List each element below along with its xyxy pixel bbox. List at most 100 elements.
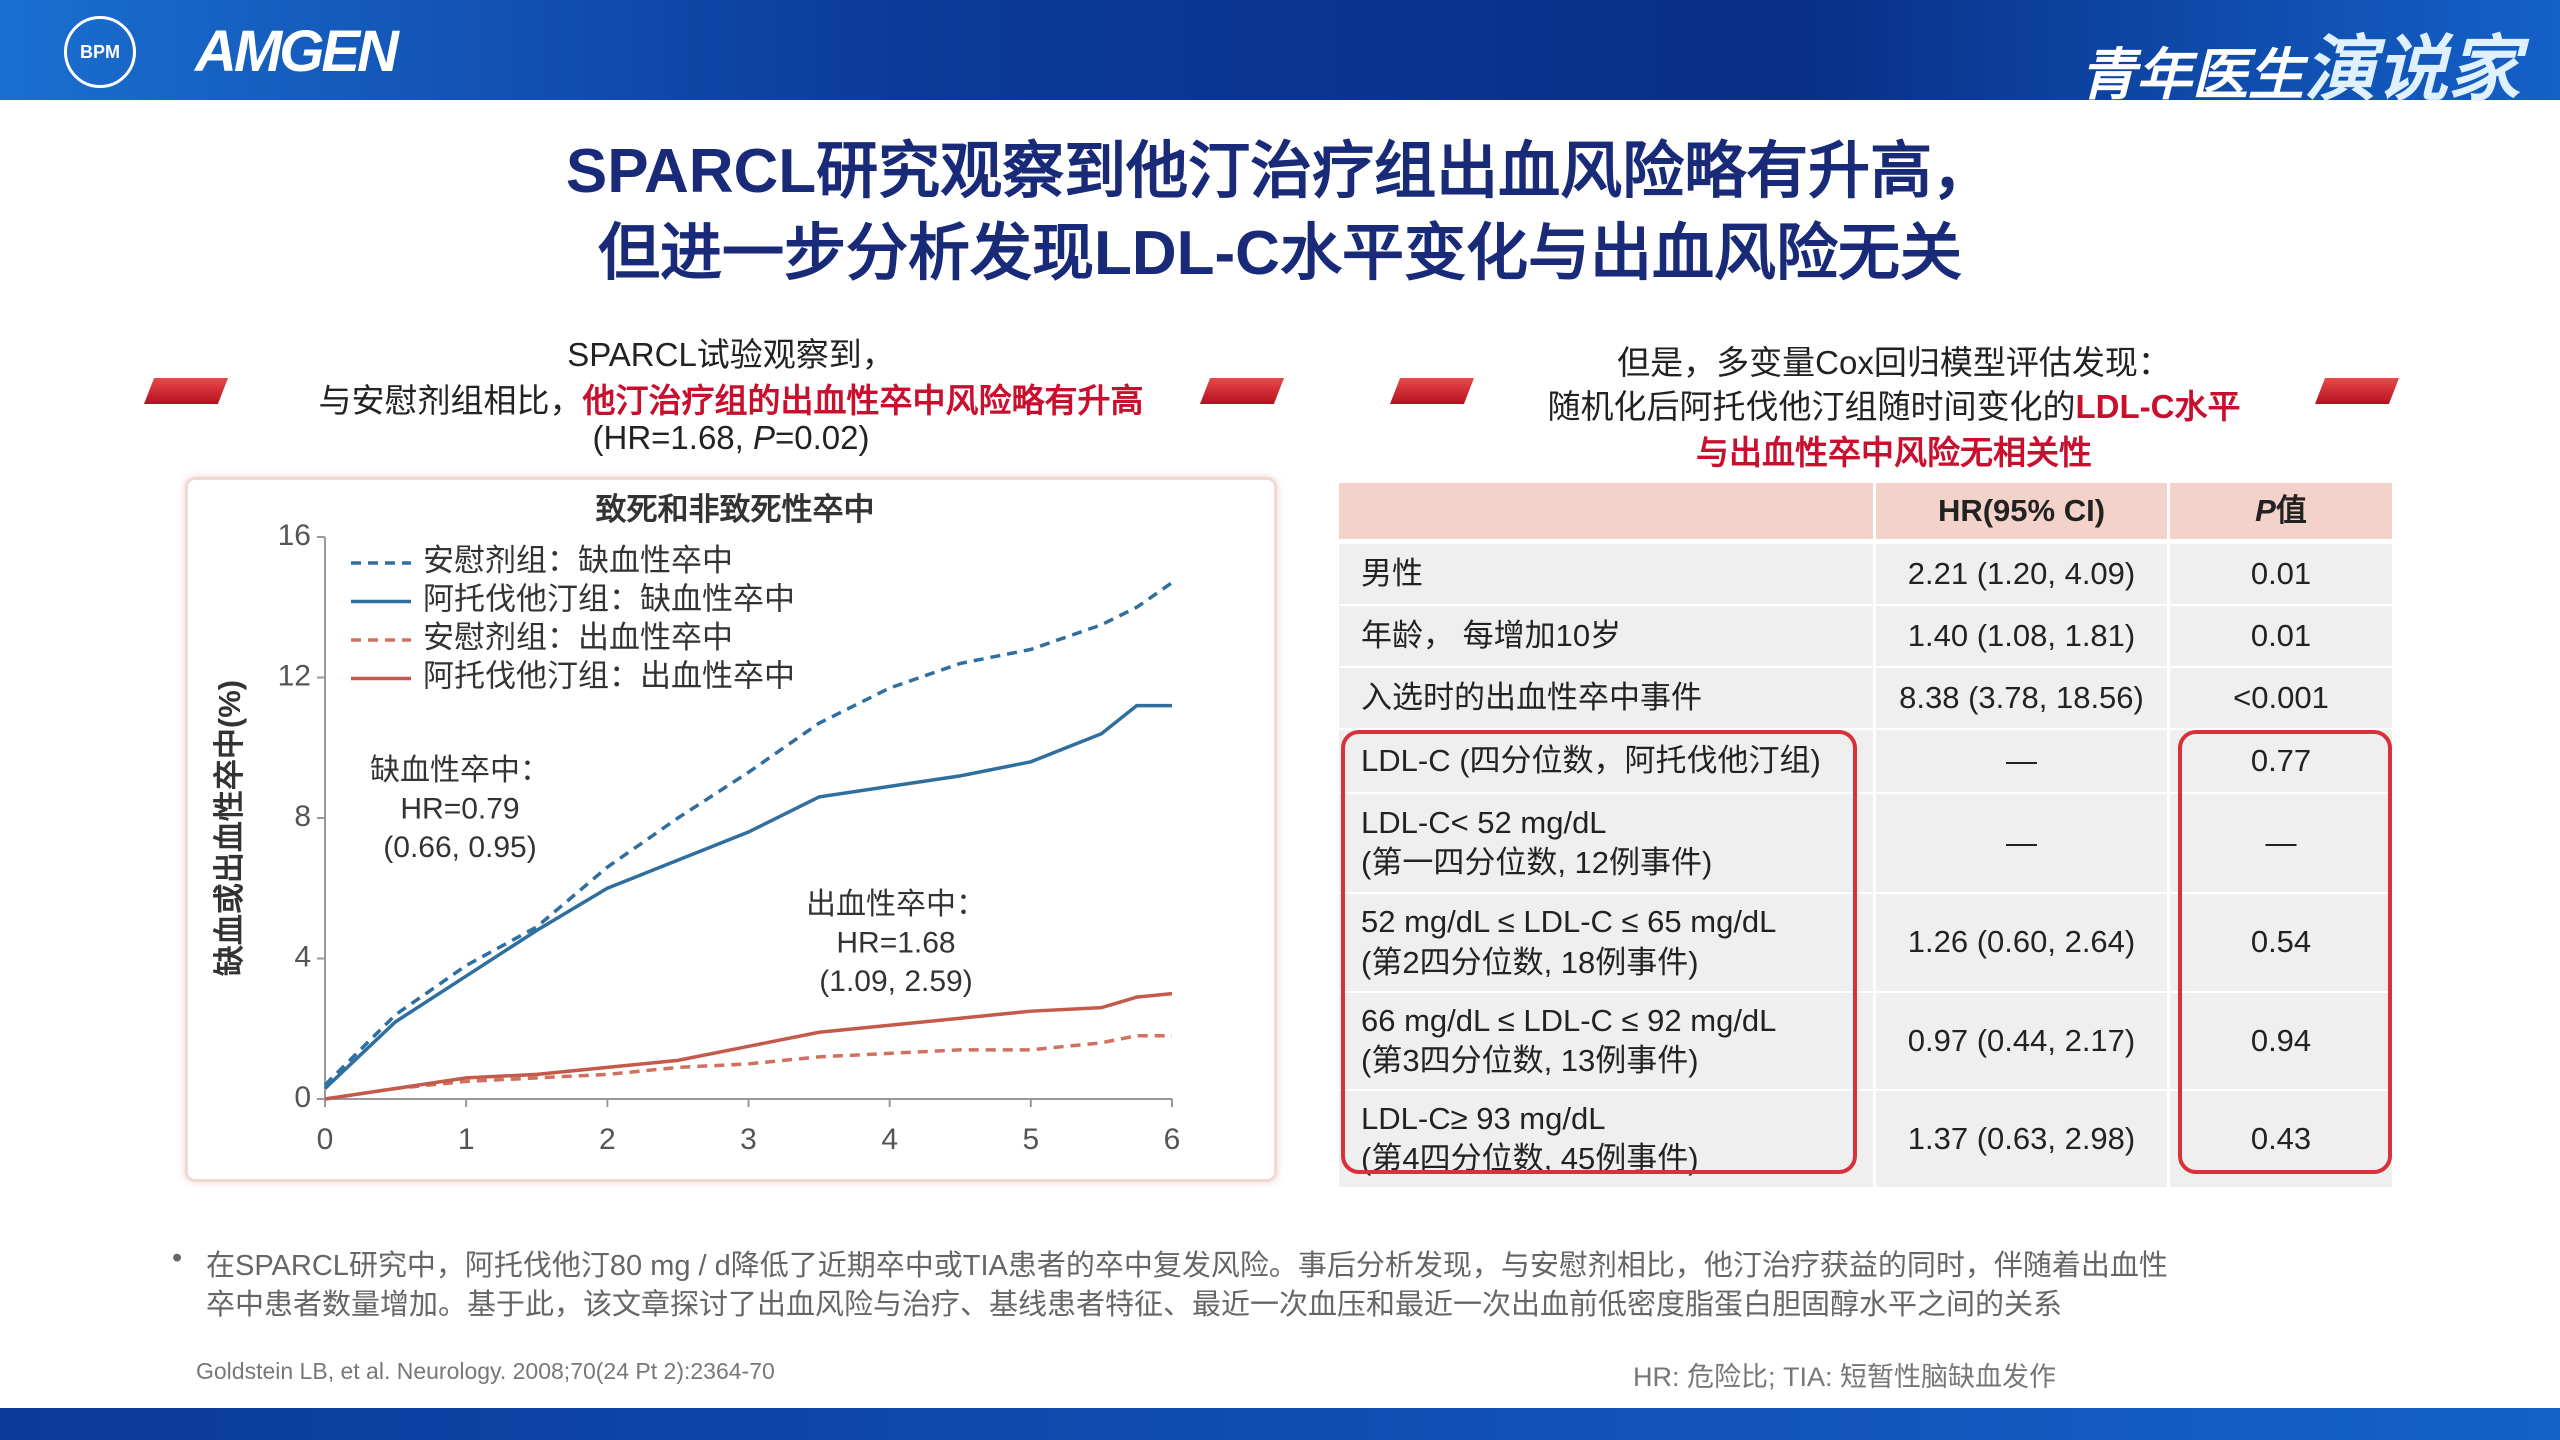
table-cell: 年龄， 每增加10岁 xyxy=(1339,606,1873,666)
program-logo: 青年医生演说家 xyxy=(2080,10,2520,115)
abbreviations: HR: 危险比; TIA: 短暂性脑缺血发作 xyxy=(1633,1362,2057,1392)
legend-label: 安慰剂组：缺血性卒中 xyxy=(423,543,733,578)
bullet-dot: • xyxy=(172,1242,183,1274)
p-value: 0.94 xyxy=(2250,1022,2312,1058)
row-label: 男性 xyxy=(1361,555,1423,591)
p-value: 0.54 xyxy=(2250,924,2312,960)
legend-label: 安慰剂组：出血性卒中 xyxy=(423,620,733,655)
p-value: 0.01 xyxy=(2250,555,2312,591)
highlight-outline xyxy=(1341,730,1857,1174)
table-cell xyxy=(1339,483,1873,539)
legend-label: 阿托伐他汀组：缺血性卒中 xyxy=(423,582,795,617)
hr-value: 8.38 (3.78, 18.56) xyxy=(1899,679,2144,715)
heading-line: 但是，多变量Cox回归模型评估发现： xyxy=(1617,336,2171,384)
chart-box: 致死和非致死性卒中 缺血或出血性卒中(%) 0 4 8 12 16 0 1 2 3 4 5 6 安慰剂组… xyxy=(185,477,1277,1182)
hr-value: — xyxy=(2006,824,2037,860)
heading-line: 随机化后阿托伐他汀组随时间变化的LDL-C水平 xyxy=(1548,380,2241,428)
table-cell: — xyxy=(1876,794,2167,892)
annotation: (0.66, 0.95) xyxy=(383,831,536,864)
text-segment: =0.02) xyxy=(775,419,870,456)
title-line: 但进一步分析发现LDL-C水平变化与出血风险无关 xyxy=(598,219,1962,288)
y-tick-label: 4 xyxy=(294,940,311,973)
hr-value: 1.26 (0.60, 2.64) xyxy=(1907,924,2136,960)
annotation: 出血性卒中： xyxy=(806,888,986,921)
x-tick-label: 4 xyxy=(881,1123,898,1156)
heading-line: 与安慰剂组相比，他汀治疗组的出血性卒中风险略有升高 xyxy=(319,374,1144,422)
text-segment: 他汀治疗组的出血性卒中风险略有升高 xyxy=(582,382,1144,419)
text-segment: 值 xyxy=(2275,492,2307,528)
x-tick-label: 1 xyxy=(458,1123,475,1156)
bullet-line: 在SPARCL研究中，阿托伐他汀80 mg / d降低了近期卒中或TIA患者的卒… xyxy=(206,1250,2168,1282)
table-cell: 0.94 xyxy=(2170,993,2392,1089)
text-segment: LDL-C水平 xyxy=(2075,388,2241,425)
table-cell: LDL-C (四分位数，阿托伐他汀组) xyxy=(1339,730,1873,792)
row-label: LDL-C< 52 mg/dL xyxy=(1361,804,1607,840)
table-cell: 入选时的出血性卒中事件 xyxy=(1339,668,1873,728)
text-segment: 与安慰剂组相比， xyxy=(318,382,583,419)
chart-title: 致死和非致死性卒中 xyxy=(596,492,875,527)
table-cell: 1.37 (0.63, 2.98) xyxy=(1876,1091,2167,1187)
bullet-line: 卒中患者数量增加。基于此，该文章探讨了出血风险与治疗、基线患者特征、最近一次血压… xyxy=(206,1289,2063,1321)
program-part: 青年医生 xyxy=(2079,43,2304,106)
stripe xyxy=(2315,378,2399,404)
text-segment: 与出血性卒中风险无相关性 xyxy=(1696,434,2092,471)
x-tick-label: 2 xyxy=(599,1123,616,1156)
p-value: 0.43 xyxy=(2250,1120,2312,1156)
program-part: 演说家 xyxy=(2303,30,2520,110)
table-cell: 66 mg/dL ≤ LDL-C ≤ 92 mg/dL (第3四分位数, 13例事… xyxy=(1339,993,1873,1089)
stripe xyxy=(1390,378,1474,404)
table-cell: 2.21 (1.20, 4.09) xyxy=(1876,544,2167,604)
y-tick-label: 8 xyxy=(294,800,311,833)
x-tick-label: 6 xyxy=(1164,1123,1181,1156)
hr-value: 1.40 (1.08, 1.81) xyxy=(1907,617,2136,653)
series-line xyxy=(323,581,1174,1087)
header-text: HR(95% CI) xyxy=(1938,491,2105,531)
row-label: LDL-C≥ 93 mg/dL xyxy=(1361,1100,1606,1136)
footer-bar xyxy=(0,1408,2560,1440)
header-text: P值 xyxy=(2255,491,2307,531)
annotation: 缺血性卒中： xyxy=(370,754,550,787)
heading-line: SPARCL试验观察到， xyxy=(567,328,895,376)
y-tick-label: 16 xyxy=(278,519,311,552)
text-segment: P xyxy=(2255,492,2276,528)
p-value: 0.77 xyxy=(2250,742,2312,778)
table-cell: 男性 xyxy=(1339,544,1873,604)
series-line xyxy=(324,991,1173,1101)
table-cell: 0.97 (0.44, 2.17) xyxy=(1876,993,2167,1089)
annotation: HR=0.79 xyxy=(400,792,519,825)
table-cell: 0.54 xyxy=(2170,894,2392,991)
row-label: 66 mg/dL ≤ LDL-C ≤ 92 mg/dL xyxy=(1361,1002,1777,1038)
series-line xyxy=(324,1034,1172,1101)
stripe xyxy=(144,378,228,404)
table-cell: LDL-C< 52 mg/dL (第一四分位数, 12例事件) xyxy=(1339,794,1873,892)
y-tick-label: 0 xyxy=(294,1081,311,1114)
logo: BPM xyxy=(64,16,136,88)
row-label: 年龄， 每增加10岁 xyxy=(1361,617,1622,653)
table-cell: — xyxy=(2170,794,2392,892)
row-label: (第3四分位数, 13例事件) xyxy=(1361,1043,1699,1078)
text-segment: 但是，多变量Cox回归模型评估发现： xyxy=(1617,344,2171,381)
reference: Goldstein LB, et al. Neurology. 2008;70(… xyxy=(196,1358,775,1384)
header-bar xyxy=(0,0,2560,100)
row-label: 入选时的出血性卒中事件 xyxy=(1361,679,1702,715)
table-cell: P值 xyxy=(2170,483,2392,539)
text-segment: SPARCL试验观察到， xyxy=(567,336,895,373)
series-line xyxy=(323,703,1172,1090)
annotation: HR=1.68 xyxy=(836,926,955,959)
hr-value: — xyxy=(2006,742,2037,778)
stripe xyxy=(1200,378,1284,404)
table-cell: — xyxy=(1876,730,2167,792)
annotation: (1.09, 2.59) xyxy=(819,965,972,998)
p-value: <0.001 xyxy=(2233,679,2329,715)
x-tick-label: 0 xyxy=(317,1123,334,1156)
table-cell: 0.01 xyxy=(2170,544,2392,604)
table-cell: 52 mg/dL ≤ LDL-C ≤ 65 mg/dL (第2四分位数, 18例事… xyxy=(1339,894,1873,991)
p-value: — xyxy=(2265,824,2297,860)
text-segment: HR(95% CI) xyxy=(1937,492,2106,528)
title-line: SPARCL研究观察到他汀治疗组出血风险略有升高， xyxy=(565,137,1995,206)
row-label: 52 mg/dL ≤ LDL-C ≤ 65 mg/dL xyxy=(1361,904,1777,940)
y-axis-label: 缺血或出血性卒中(%) xyxy=(212,680,247,976)
table-cell: 0.01 xyxy=(2170,606,2392,666)
